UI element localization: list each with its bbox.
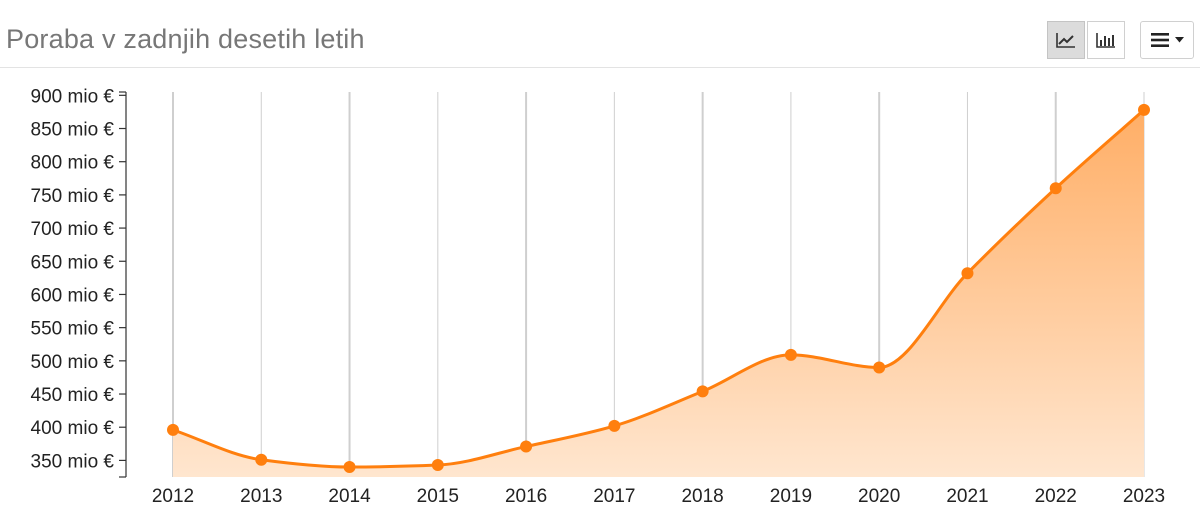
- x-tick-label-2016: 2016: [505, 486, 547, 507]
- x-tick-label-2013: 2013: [240, 486, 282, 507]
- y-tick-label-350: 350 mio €: [31, 451, 115, 472]
- y-tick-label-800: 800 mio €: [31, 153, 115, 174]
- x-tick-label-2018: 2018: [681, 486, 723, 507]
- area-fill: [173, 109, 1144, 477]
- line-chart-icon: [1056, 33, 1075, 48]
- y-tick-label-750: 750 mio €: [31, 186, 115, 207]
- x-tick-label-2012: 2012: [152, 486, 194, 507]
- area-path: [173, 109, 1144, 477]
- caret-down-icon: [1174, 37, 1184, 43]
- data-point-2020: [873, 361, 886, 374]
- data-points: [167, 103, 1150, 474]
- data-point-2018: [696, 385, 709, 398]
- x-tick-label-2015: 2015: [417, 486, 459, 507]
- x-tick-label-2019: 2019: [770, 486, 812, 507]
- chart-menu-button[interactable]: [1140, 21, 1194, 59]
- bar-chart-button[interactable]: [1087, 21, 1125, 59]
- y-tick-label-650: 650 mio €: [31, 252, 115, 273]
- data-point-2021: [961, 267, 974, 280]
- data-point-2017: [608, 419, 621, 432]
- data-point-2012: [167, 423, 179, 436]
- x-tick-label-2014: 2014: [328, 486, 371, 507]
- y-tick-label-600: 600 mio €: [31, 285, 115, 306]
- x-tick-label-2023: 2023: [1123, 486, 1165, 507]
- data-point-2015: [431, 459, 444, 472]
- y-tick-label-700: 700 mio €: [31, 219, 115, 240]
- data-point-2014: [343, 461, 356, 474]
- data-point-2023: [1138, 103, 1150, 116]
- x-tick-label-2017: 2017: [593, 486, 635, 507]
- x-tick-label-2021: 2021: [946, 486, 988, 507]
- data-point-2022: [1049, 182, 1062, 195]
- x-axis: 2012 2013 2014 2015 2016 2017 2018 2019 2020 2021…: [152, 486, 1165, 507]
- data-point-2016: [520, 440, 533, 453]
- hamburger-menu-icon: [1150, 33, 1169, 47]
- y-tick-label-500: 500 mio €: [31, 352, 115, 373]
- x-tick-label-2022: 2022: [1035, 486, 1077, 507]
- y-axis: 350 mio € 400 mio € 450 mio € 500 mio € 550 …: [31, 86, 127, 478]
- y-tick-label-900: 900 mio €: [31, 86, 115, 107]
- y-tick-label-550: 550 mio €: [31, 319, 115, 340]
- y-tick-label-450: 450 mio €: [31, 385, 115, 406]
- chart-title: Poraba v zadnjih desetih letih: [6, 24, 365, 54]
- x-tick-label-2020: 2020: [858, 486, 900, 507]
- chart-type-toggle: [1047, 21, 1125, 59]
- data-point-2013: [255, 453, 268, 466]
- data-point-2019: [784, 348, 797, 361]
- line-chart-button[interactable]: [1047, 21, 1085, 59]
- bar-chart-icon: [1096, 33, 1115, 48]
- y-tick-label-400: 400 mio €: [31, 418, 115, 439]
- chart-header: Poraba v zadnjih desetih letih: [0, 0, 1200, 68]
- y-tick-label-850: 850 mio €: [31, 120, 115, 141]
